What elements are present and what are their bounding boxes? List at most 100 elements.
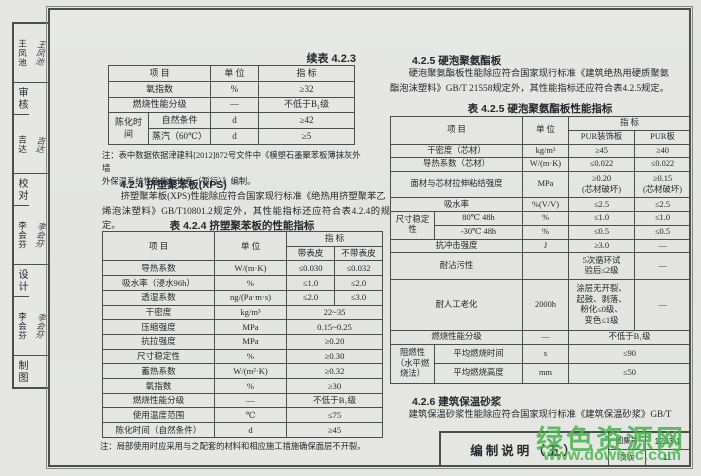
table-cell: ℃ <box>214 407 287 424</box>
table-4-2-5-title: 表 4.2.5 硬泡聚氨酯板性能指标 <box>467 103 613 115</box>
table-row: 燃烧性能分级 — 不低于B₁级 <box>102 392 383 409</box>
table-cell: W/(m²·K) <box>214 363 287 380</box>
table-row: 吸水率 %(V/V) ≤2.5 ≤2.5 <box>390 197 691 213</box>
table-cell: 吸水率（浸水96h） <box>102 275 215 291</box>
table-cell: MPa <box>214 333 287 350</box>
table-cell: — <box>522 330 569 346</box>
table-cell: 耐人工老化 <box>390 278 523 332</box>
sheet-title: 编制说明（五） <box>470 443 579 458</box>
table-cell: MPa <box>522 171 569 199</box>
table-4-2-3: 项 目单 位指 标氧指数% ≥32 燃烧性能分级 — 不低于B₁级 陈化时间 自然条件 d ≥4… <box>107 65 356 145</box>
table-cell: 阻燃性 （水平燃烧法） <box>390 344 435 384</box>
table-cell: 抗冲击强度 <box>390 238 523 254</box>
table-cell: 单 位 <box>522 116 569 145</box>
drafter-name-cell: 李会芬 李会芬 <box>14 297 48 356</box>
table-cell: s <box>522 344 569 365</box>
section-paragraph-4-2-6: 建筑保温砂浆性能除应符合国家现行标准《建筑保温砂浆》GB/T <box>408 410 672 420</box>
table-cell: 耐沾污性 <box>390 252 523 280</box>
table-cell: ≥0.20 (芯材破坏) <box>568 171 635 199</box>
table-row: 蓄热系数 W/(m²·K) ≥0.32 <box>102 363 383 380</box>
table-cell: -30℃ 48h <box>434 224 523 240</box>
table-cell: 指 标 <box>258 65 356 82</box>
table-row: 项 目单 位指 标 <box>390 116 691 145</box>
table-row: 抗冲击强度 J ≥3.0— <box>390 238 691 254</box>
section-heading-4-2-5: 4.2.5 硬泡聚氨酯板 <box>412 55 502 67</box>
table-cell: 干密度 <box>102 304 215 321</box>
drafter-role-label: 制图 <box>16 359 27 384</box>
table-cell: kg/m³ <box>214 304 287 321</box>
table-cell: ≤2.0 <box>334 275 383 291</box>
table-cell: 22~35 <box>286 304 383 321</box>
page-frame: 续表 4.2.3 项 目单 位指 标氧指数% ≥32 燃烧性能分级 — 不低于B₁级 陈化… <box>46 6 693 469</box>
table-cell: 80℃ 48h <box>434 211 523 226</box>
table-cell: ≥45 <box>568 143 635 159</box>
designer-name-cell: 李会芬 李会芬 <box>14 206 48 265</box>
table-row: 耐人工老化 2000h 涂层无开裂、 起鼓、剥落、 粉化≤0级、 变色≤1级 — <box>390 278 691 332</box>
table-cell: 0.15~0.25 <box>286 319 383 335</box>
table-cell: — <box>210 96 260 114</box>
table-cell: 抗拉强度 <box>102 333 215 350</box>
table-cell: ≥30 <box>286 378 383 394</box>
atlas-number-value: 12J3-1 <box>654 435 681 446</box>
table-cell: 不低于B₁级 <box>258 96 356 114</box>
table-cell: % <box>214 378 287 394</box>
page-number-row: 页次 11 <box>609 449 689 465</box>
table-cell: ≥32 <box>258 80 356 98</box>
table-row: 干密度 kg/m³ 22~35 <box>102 304 383 321</box>
table-row: 导热系数（芯材） W/(m·K) ≤0.022 ≤0.022 <box>390 157 691 173</box>
table-cell: % <box>214 275 287 291</box>
watermark-site-name: 绿色资源网 <box>536 425 686 455</box>
table-row: 耐沾污性 5次循环试 验后≤2级 — <box>390 252 691 280</box>
table-cell: 陈化时间 <box>108 112 149 145</box>
table-cell: 导热系数（芯材） <box>390 157 523 173</box>
table-row: 干密度（芯材） kg/m³ ≥45 ≥40 <box>390 143 691 159</box>
table-row: 压缩强度 MPa 0.15~0.25 <box>102 319 383 335</box>
table-cell: MPa <box>214 319 287 335</box>
table-4-2-5: 项 目单 位指 标 PUR装饰板 PUR板 干密度（芯材） kg/m³ ≥45 ≥40 导热系… <box>390 116 691 384</box>
table-cell: 项 目 <box>390 116 523 145</box>
table-cell: ≤3.0 <box>334 289 383 306</box>
table-cell: ≤2.5 <box>634 197 691 213</box>
page-number-label: 页次 <box>609 449 646 465</box>
table-cell: ≥0.30 <box>286 348 383 365</box>
table-cell: — <box>634 278 691 332</box>
table-cell: 蒸汽（60℃） <box>147 128 212 145</box>
table-cell: 指 标 <box>568 116 691 131</box>
table-cell: 吸水率 <box>390 197 523 213</box>
table-cell: 不带表皮 <box>334 245 383 262</box>
table-cell: ≤1.0 <box>634 211 691 226</box>
table-cell: d <box>210 112 260 130</box>
table-cell: 项 目 <box>107 65 212 82</box>
table-cell: 尺寸稳定性 <box>390 211 435 240</box>
table-cell: 使用温度范围 <box>102 407 215 424</box>
table-cell: 干密度（芯材） <box>390 143 523 159</box>
table-cell: 氧指数 <box>107 80 212 98</box>
table-cell: mm <box>522 363 569 384</box>
table-cell: 面材与芯材拉伸粘结强度 <box>390 171 523 199</box>
table-cell: % <box>214 348 287 365</box>
table-cell: ≤1.0 <box>286 275 335 291</box>
table-cell: ≤2.0 <box>286 289 335 306</box>
table-cell: ng/(Pa·m·s) <box>214 289 287 306</box>
table-cell: J <box>522 238 569 254</box>
table-cell: ≤0.5 <box>568 224 635 240</box>
table-cell: 燃烧性能分级 <box>107 96 212 114</box>
table-cell: ≤0.030 <box>286 260 335 277</box>
table-cell: % <box>210 80 260 98</box>
section-paragraph-4-2-4: 挤塑聚苯板(XPS)性能除应符合国家现行标准《绝热用挤塑聚苯乙 烯泡沫塑料》GB… <box>102 192 390 231</box>
table-cell: ≥0.15 (芯材破坏) <box>634 171 691 199</box>
table-cell: % <box>522 224 569 240</box>
table-row: 抗拉强度 MPa ≥0.20 <box>102 333 383 350</box>
checker-role-label: 校对 <box>14 174 29 206</box>
table-cell: W/(m·K) <box>522 157 569 173</box>
page-number-value: 11 <box>663 452 672 463</box>
table-cell: d <box>210 128 260 145</box>
table-cell: 氧指数 <box>102 378 215 394</box>
table-cell: 蓄热系数 <box>102 363 215 380</box>
table-4-2-4-title: 表 4.2.4 挤塑聚苯板的性能指标 <box>169 220 315 232</box>
table-cell: ≥0.32 <box>286 363 383 380</box>
section-heading-4-2-6: 4.2.6 建筑保温砂浆 <box>412 396 502 408</box>
table-cell: 平均燃烧高度 <box>434 363 523 384</box>
approval-titleblock: 王凤池 王凤池 审核 吉达 吉达 校对 李会芬 李会芬 设计 李会芬 李会芬 制… <box>12 22 50 389</box>
table-cell: ≥5 <box>258 128 356 145</box>
